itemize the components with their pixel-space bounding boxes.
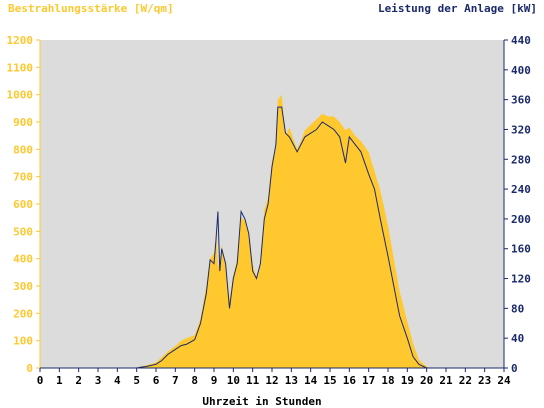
x-tick-label: 15 bbox=[323, 374, 336, 387]
x-tick-label: 24 bbox=[497, 374, 511, 387]
x-tick-label: 5 bbox=[133, 374, 140, 387]
y-left-tick-label: 900 bbox=[13, 116, 33, 129]
power-line bbox=[40, 106, 504, 369]
y-right-tick-label: 160 bbox=[511, 243, 531, 256]
irradiance-area-group bbox=[40, 94, 504, 368]
x-tick-label: 2 bbox=[75, 374, 82, 387]
y-right-tick-label: 120 bbox=[511, 273, 531, 286]
y-left-tick-label: 300 bbox=[13, 280, 33, 293]
x-tick-label: 16 bbox=[343, 374, 357, 387]
left-axis-title: Bestrahlungsstärke [W/qm] bbox=[8, 2, 174, 15]
y-left-tick-label: 200 bbox=[13, 307, 33, 320]
x-tick-label: 0 bbox=[37, 374, 44, 387]
x-tick-label: 23 bbox=[478, 374, 491, 387]
x-tick-label: 9 bbox=[211, 374, 218, 387]
power-line-group bbox=[40, 106, 504, 369]
y-left-tick-label: 800 bbox=[13, 143, 33, 156]
y-left-tick-label: 600 bbox=[13, 198, 33, 211]
x-tick-label: 21 bbox=[439, 374, 453, 387]
y-right-tick-label: 80 bbox=[511, 302, 524, 315]
right-axis-title: Leistung der Anlage [kW] bbox=[378, 2, 537, 15]
y-right-tick-label: 40 bbox=[511, 332, 524, 345]
y-right-tick-label: 400 bbox=[511, 64, 531, 77]
x-tick-label: 6 bbox=[153, 374, 160, 387]
y-left-tick-label: 0 bbox=[26, 362, 33, 375]
x-tick-label: 18 bbox=[381, 374, 394, 387]
y-right-tick-label: 360 bbox=[511, 94, 531, 107]
y-right-tick-label: 440 bbox=[511, 34, 531, 47]
y-left-tick-label: 100 bbox=[13, 335, 33, 348]
y-right-tick-label: 320 bbox=[511, 123, 531, 136]
x-tick-label: 12 bbox=[265, 374, 278, 387]
axis-ticks: 0100200300400500600700800900100011001200… bbox=[7, 34, 531, 387]
y-left-tick-label: 1100 bbox=[7, 61, 34, 74]
x-tick-label: 11 bbox=[246, 374, 260, 387]
x-tick-label: 20 bbox=[420, 374, 433, 387]
x-tick-label: 8 bbox=[191, 374, 198, 387]
y-right-tick-label: 200 bbox=[511, 213, 531, 226]
x-tick-label: 17 bbox=[362, 374, 375, 387]
x-tick-label: 10 bbox=[227, 374, 240, 387]
x-tick-label: 22 bbox=[459, 374, 472, 387]
y-left-tick-label: 700 bbox=[13, 171, 33, 184]
x-tick-label: 7 bbox=[172, 374, 179, 387]
y-left-tick-label: 400 bbox=[13, 253, 33, 266]
y-left-tick-label: 1000 bbox=[7, 89, 34, 102]
x-tick-label: 4 bbox=[114, 374, 121, 387]
y-right-tick-label: 280 bbox=[511, 153, 531, 166]
x-tick-label: 19 bbox=[401, 374, 414, 387]
x-axis-title: Uhrzeit in Stunden bbox=[202, 395, 321, 408]
y-right-tick-label: 0 bbox=[511, 362, 518, 375]
y-right-tick-label: 240 bbox=[511, 183, 531, 196]
y-left-tick-label: 500 bbox=[13, 225, 33, 238]
x-tick-label: 13 bbox=[285, 374, 298, 387]
x-tick-label: 3 bbox=[95, 374, 102, 387]
irradiance-area bbox=[40, 94, 504, 368]
y-left-tick-label: 1200 bbox=[7, 34, 34, 47]
x-tick-label: 14 bbox=[304, 374, 318, 387]
x-tick-label: 1 bbox=[56, 374, 63, 387]
